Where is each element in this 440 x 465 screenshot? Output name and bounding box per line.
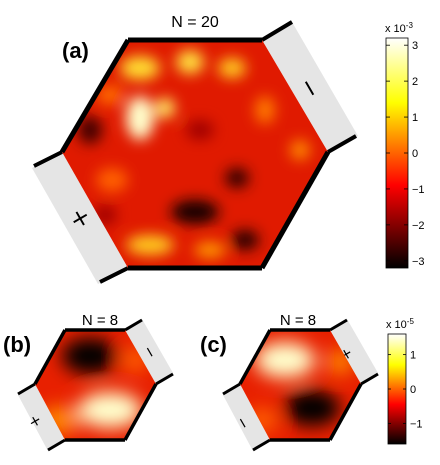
colorbar-a-ticks: 3 2 1 0 −1 −2 −3 xyxy=(386,40,425,268)
lead-left-b xyxy=(18,384,65,451)
panel-a-title: N = 20 xyxy=(171,14,219,31)
lead-left-c-edge-bottom xyxy=(252,438,271,452)
colorbar-c-tick-label-1: 0 xyxy=(410,384,416,396)
lead-left-b-edge-bottom xyxy=(47,438,66,452)
panel-b-label: (b) xyxy=(3,332,31,357)
colorbar-a-tick-label-3: 0 xyxy=(412,148,418,160)
lead-right-b xyxy=(125,319,173,384)
hex-a-lower-right-edge xyxy=(259,150,331,270)
hex-c-lower-right-edge xyxy=(328,383,363,441)
colorbar-a-tick-label-4: −1 xyxy=(412,184,425,196)
panel-c-title: N = 8 xyxy=(280,312,316,329)
lead-left-a xyxy=(32,152,128,284)
lead-right-b-edge-top xyxy=(124,318,143,332)
lead-right-a-edge-top xyxy=(260,20,294,42)
panel-a-label: (a) xyxy=(62,38,89,63)
colorbar-c: x 10-5 1 0 −1 xyxy=(386,317,423,445)
lead-left-c-edge-top xyxy=(222,382,241,396)
colorbar-a-tick-label-1: 2 xyxy=(412,76,418,88)
lead-right-a-edge-bottom xyxy=(327,134,357,154)
panel-c: (c) N = 8 − + xyxy=(200,312,379,452)
panel-b-title: N = 8 xyxy=(82,312,118,329)
colorbar-a-tick-label-6: −3 xyxy=(412,256,425,268)
lead-right-c-edge-top xyxy=(329,318,348,332)
lead-left-c xyxy=(223,384,270,451)
hex-b-upper-left-edge xyxy=(33,329,67,385)
colorbar-a-tick-label-5: −2 xyxy=(412,220,425,232)
panel-b: (b) N = 8 + − xyxy=(3,312,174,452)
hex-a-upper-left-edge xyxy=(59,38,131,154)
lead-right-a xyxy=(262,22,358,152)
colorbar-c-tick-label-2: −1 xyxy=(410,418,423,430)
colorbar-c-exponent: x 10-5 xyxy=(386,317,414,331)
lead-right-b-edge-bottom xyxy=(155,372,174,386)
lead-left-a-edge-bottom xyxy=(99,266,129,284)
lead-right-c-edge-bottom xyxy=(360,372,379,386)
colorbar-c-tick-label-0: 1 xyxy=(410,350,416,362)
hex-b-lower-right-edge xyxy=(123,383,158,441)
colorbar-a-tick-label-2: 1 xyxy=(412,112,418,124)
lead-left-a-edge-top xyxy=(33,150,63,168)
panel-a: (a) N = 20 + − xyxy=(32,14,358,284)
lead-left-b-edge-top xyxy=(17,382,36,396)
colorbar-a: x 10-3 3 2 1 0 −1 −2 −3 xyxy=(385,21,425,269)
colorbar-a-tick-label-0: 3 xyxy=(412,40,418,52)
lead-right-c xyxy=(330,319,378,384)
hex-c-upper-left-edge xyxy=(238,329,272,385)
colorbar-a-exponent: x 10-3 xyxy=(385,21,413,35)
panel-c-label: (c) xyxy=(200,332,227,357)
colorbar-c-ticks: 1 0 −1 xyxy=(388,350,423,430)
